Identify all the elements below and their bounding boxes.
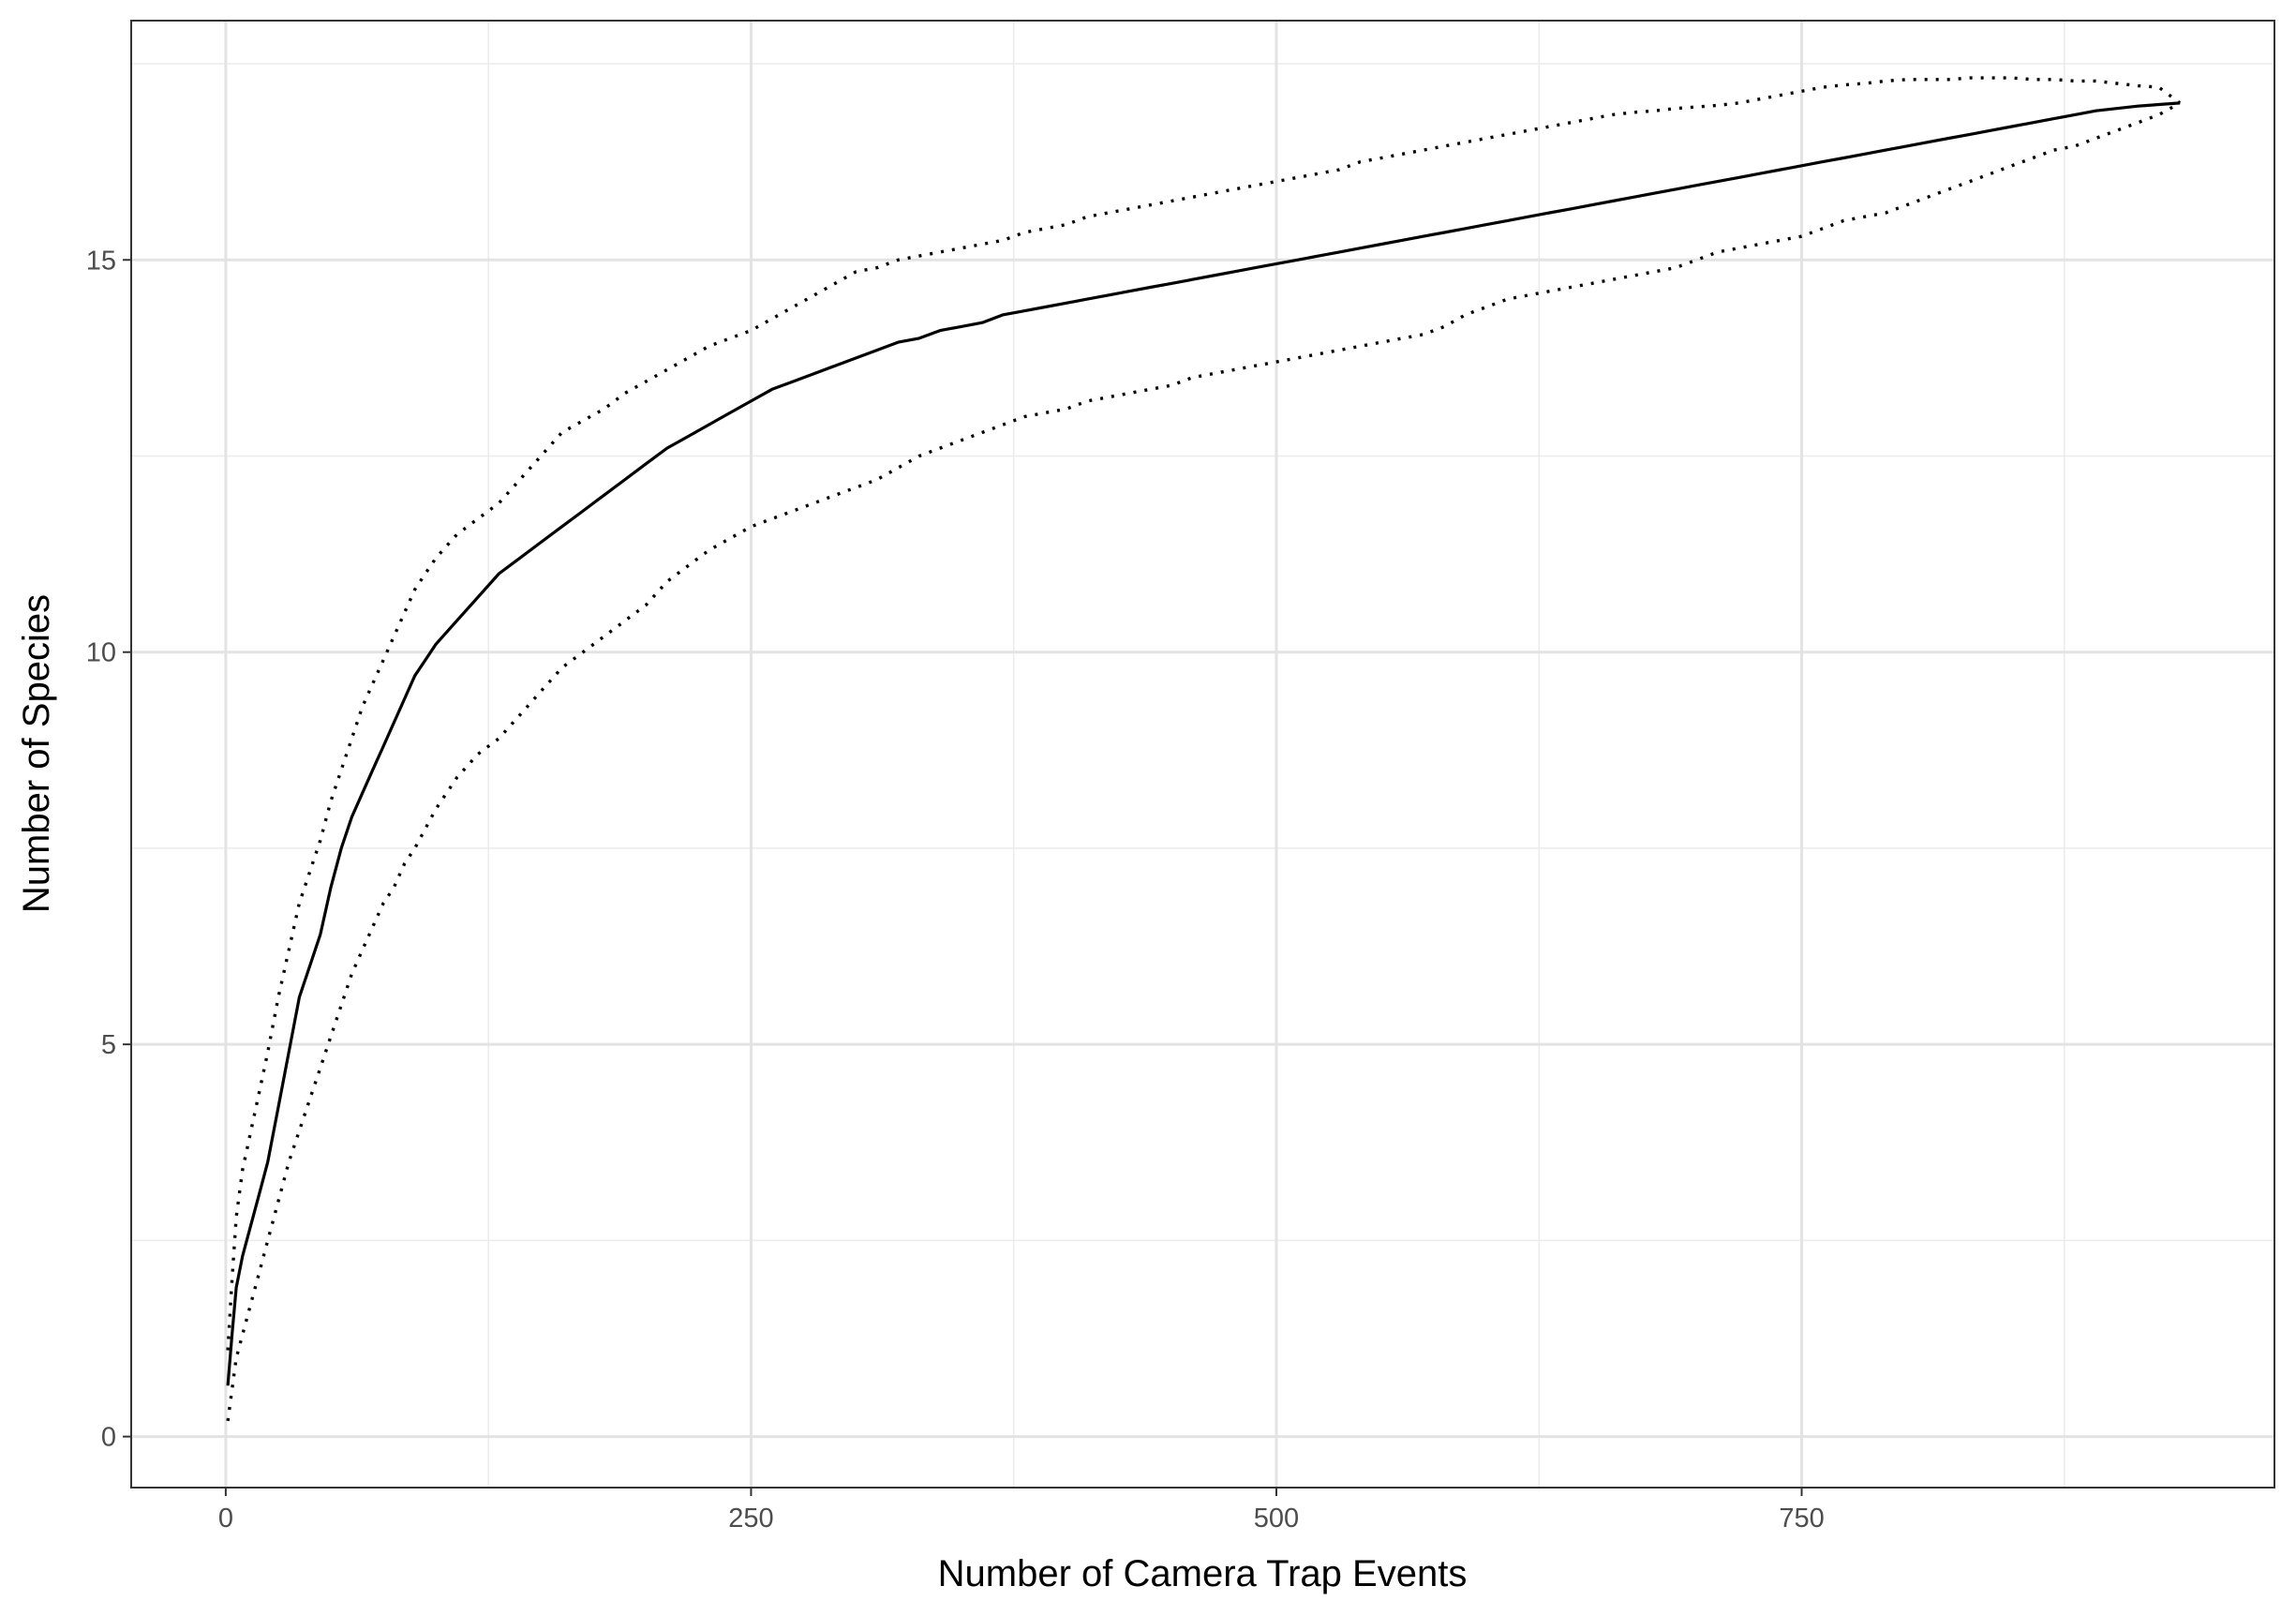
x-tick-label: 0 (218, 1504, 233, 1534)
x-tick-label: 500 (1254, 1504, 1299, 1534)
plot-border (130, 20, 2275, 1489)
y-tick-label: 15 (86, 246, 116, 276)
dotted-series-line-2 (226, 101, 2181, 1422)
y-axis-title: Number of Species (16, 594, 57, 913)
x-tick-label: 750 (1779, 1504, 1824, 1534)
y-tick-label: 5 (101, 1030, 116, 1060)
x-axis-title: Number of Camera Trap Events (938, 1553, 1468, 1594)
y-axis: 0 5 10 15 (86, 246, 131, 1453)
plot-panel (131, 21, 2274, 1488)
x-tick-label: 250 (728, 1504, 773, 1534)
solid-series-line-0 (226, 101, 2181, 1386)
x-axis: 0 250 500 750 (218, 1488, 1825, 1534)
minor-gridlines (131, 21, 2274, 1488)
y-tick-label: 0 (101, 1423, 116, 1453)
series-layer (226, 76, 2182, 1422)
y-tick-label: 10 (86, 638, 116, 668)
